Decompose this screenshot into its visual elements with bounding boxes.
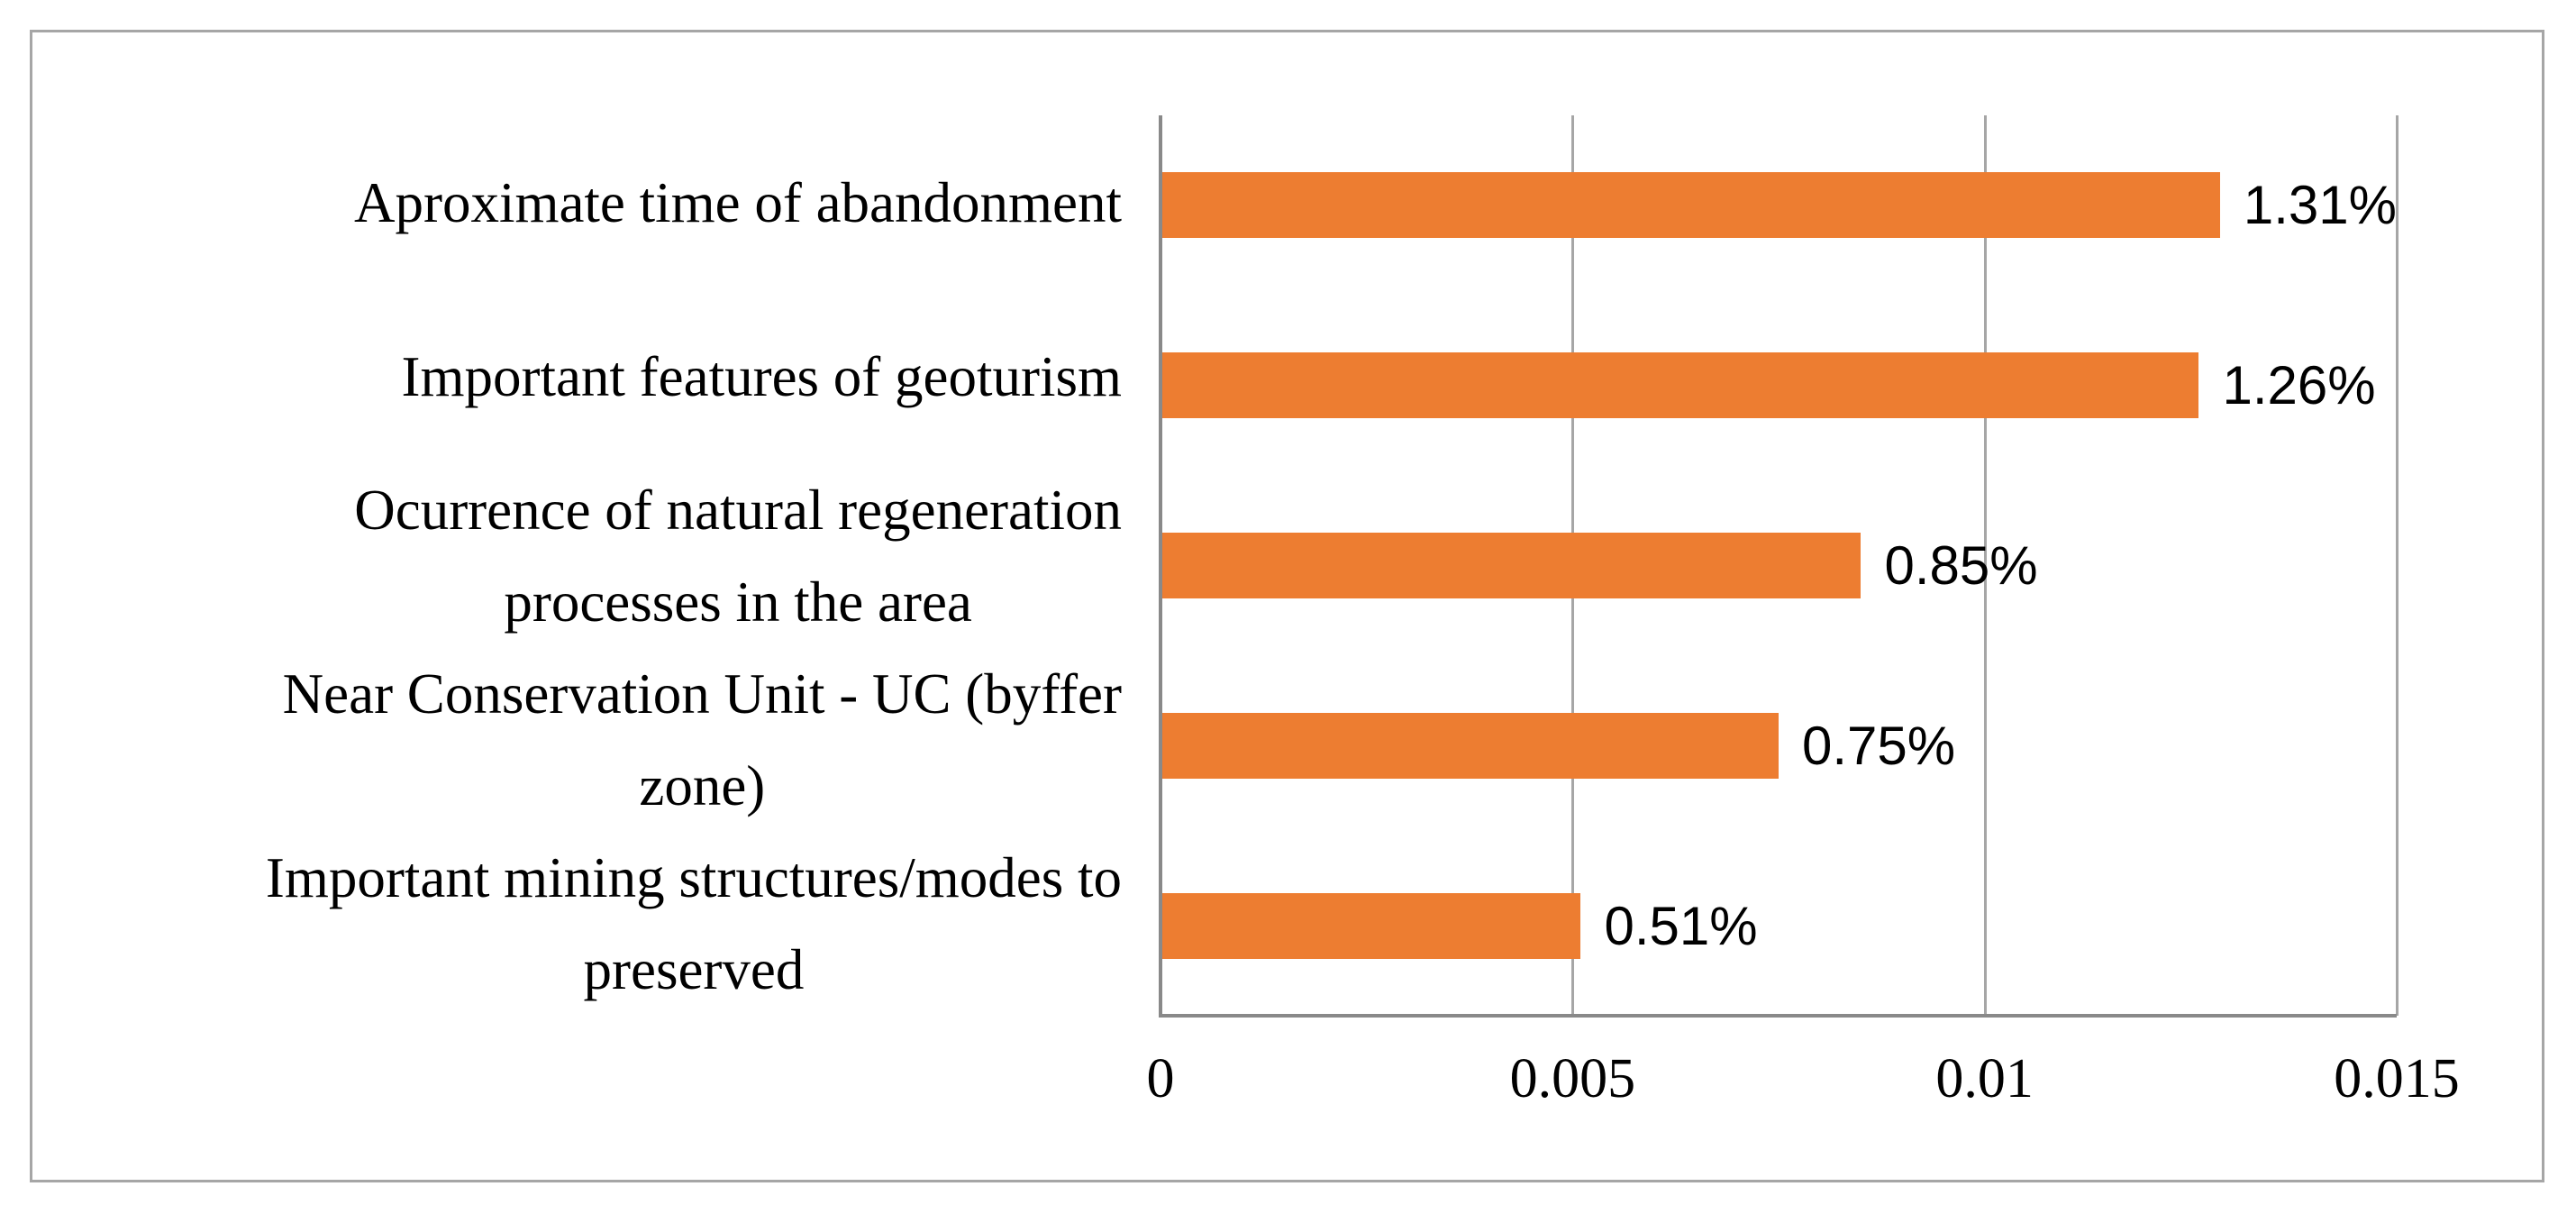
category-row: Ocurrence of natural regeneration proces… [63,464,1122,648]
category-label: Important features of geoturism [401,345,1123,409]
data-label: 1.26% [2222,355,2376,416]
category-label: Important mining structures/modes to pre… [265,845,1122,1001]
bar [1161,892,1581,959]
x-tick-label: 0.015 [2334,1048,2460,1109]
data-label: 1.31% [2243,175,2397,236]
bar-row: 0.75% [1161,655,2397,835]
bar [1161,532,1861,598]
category-row: Aproximate time of abandonment [63,115,1122,289]
gridline [1983,115,1987,1016]
category-label: Aproximate time of abandonment [353,170,1122,234]
x-tick-label: 0.005 [1509,1048,1636,1109]
x-tick-label: 0.01 [1935,1048,2034,1109]
category-row: Important features of geoturism [63,289,1123,463]
category-label: Near Conservation Unit - UC (byffer zone… [282,662,1122,817]
bar-series: 1.31% 1.26% 0.85% 0.75% 0.51% [1161,115,2397,1016]
gridline [2396,115,2399,1016]
category-axis-labels: Aproximate time of abandonment Important … [63,115,1122,1016]
bar-row: 1.26% [1161,296,2397,476]
category-row: Near Conservation Unit - UC (byffer zone… [63,648,1122,832]
x-axis-tick-labels: 0 0.005 0.01 0.015 [1147,1047,2460,1146]
bar [1161,352,2199,419]
bar-row: 0.85% [1161,476,2397,656]
bar-row: 1.31% [1161,115,2397,296]
data-label: 0.85% [1884,534,2038,596]
y-axis-line [1159,115,1162,1018]
data-label: 0.75% [1802,715,1956,776]
category-label: Ocurrence of natural regeneration proces… [354,478,1122,634]
x-tick-label: 0 [1146,1048,1175,1109]
x-axis-line [1159,1014,2397,1018]
bar [1161,712,1779,779]
category-row: Important mining structures/modes to pre… [63,832,1122,1016]
data-label: 0.51% [1604,895,1758,956]
plot-area: 1.31% 1.26% 0.85% 0.75% 0.51% [1159,115,2399,1018]
bar-row: 0.51% [1161,835,2397,1016]
bar [1161,172,2220,239]
